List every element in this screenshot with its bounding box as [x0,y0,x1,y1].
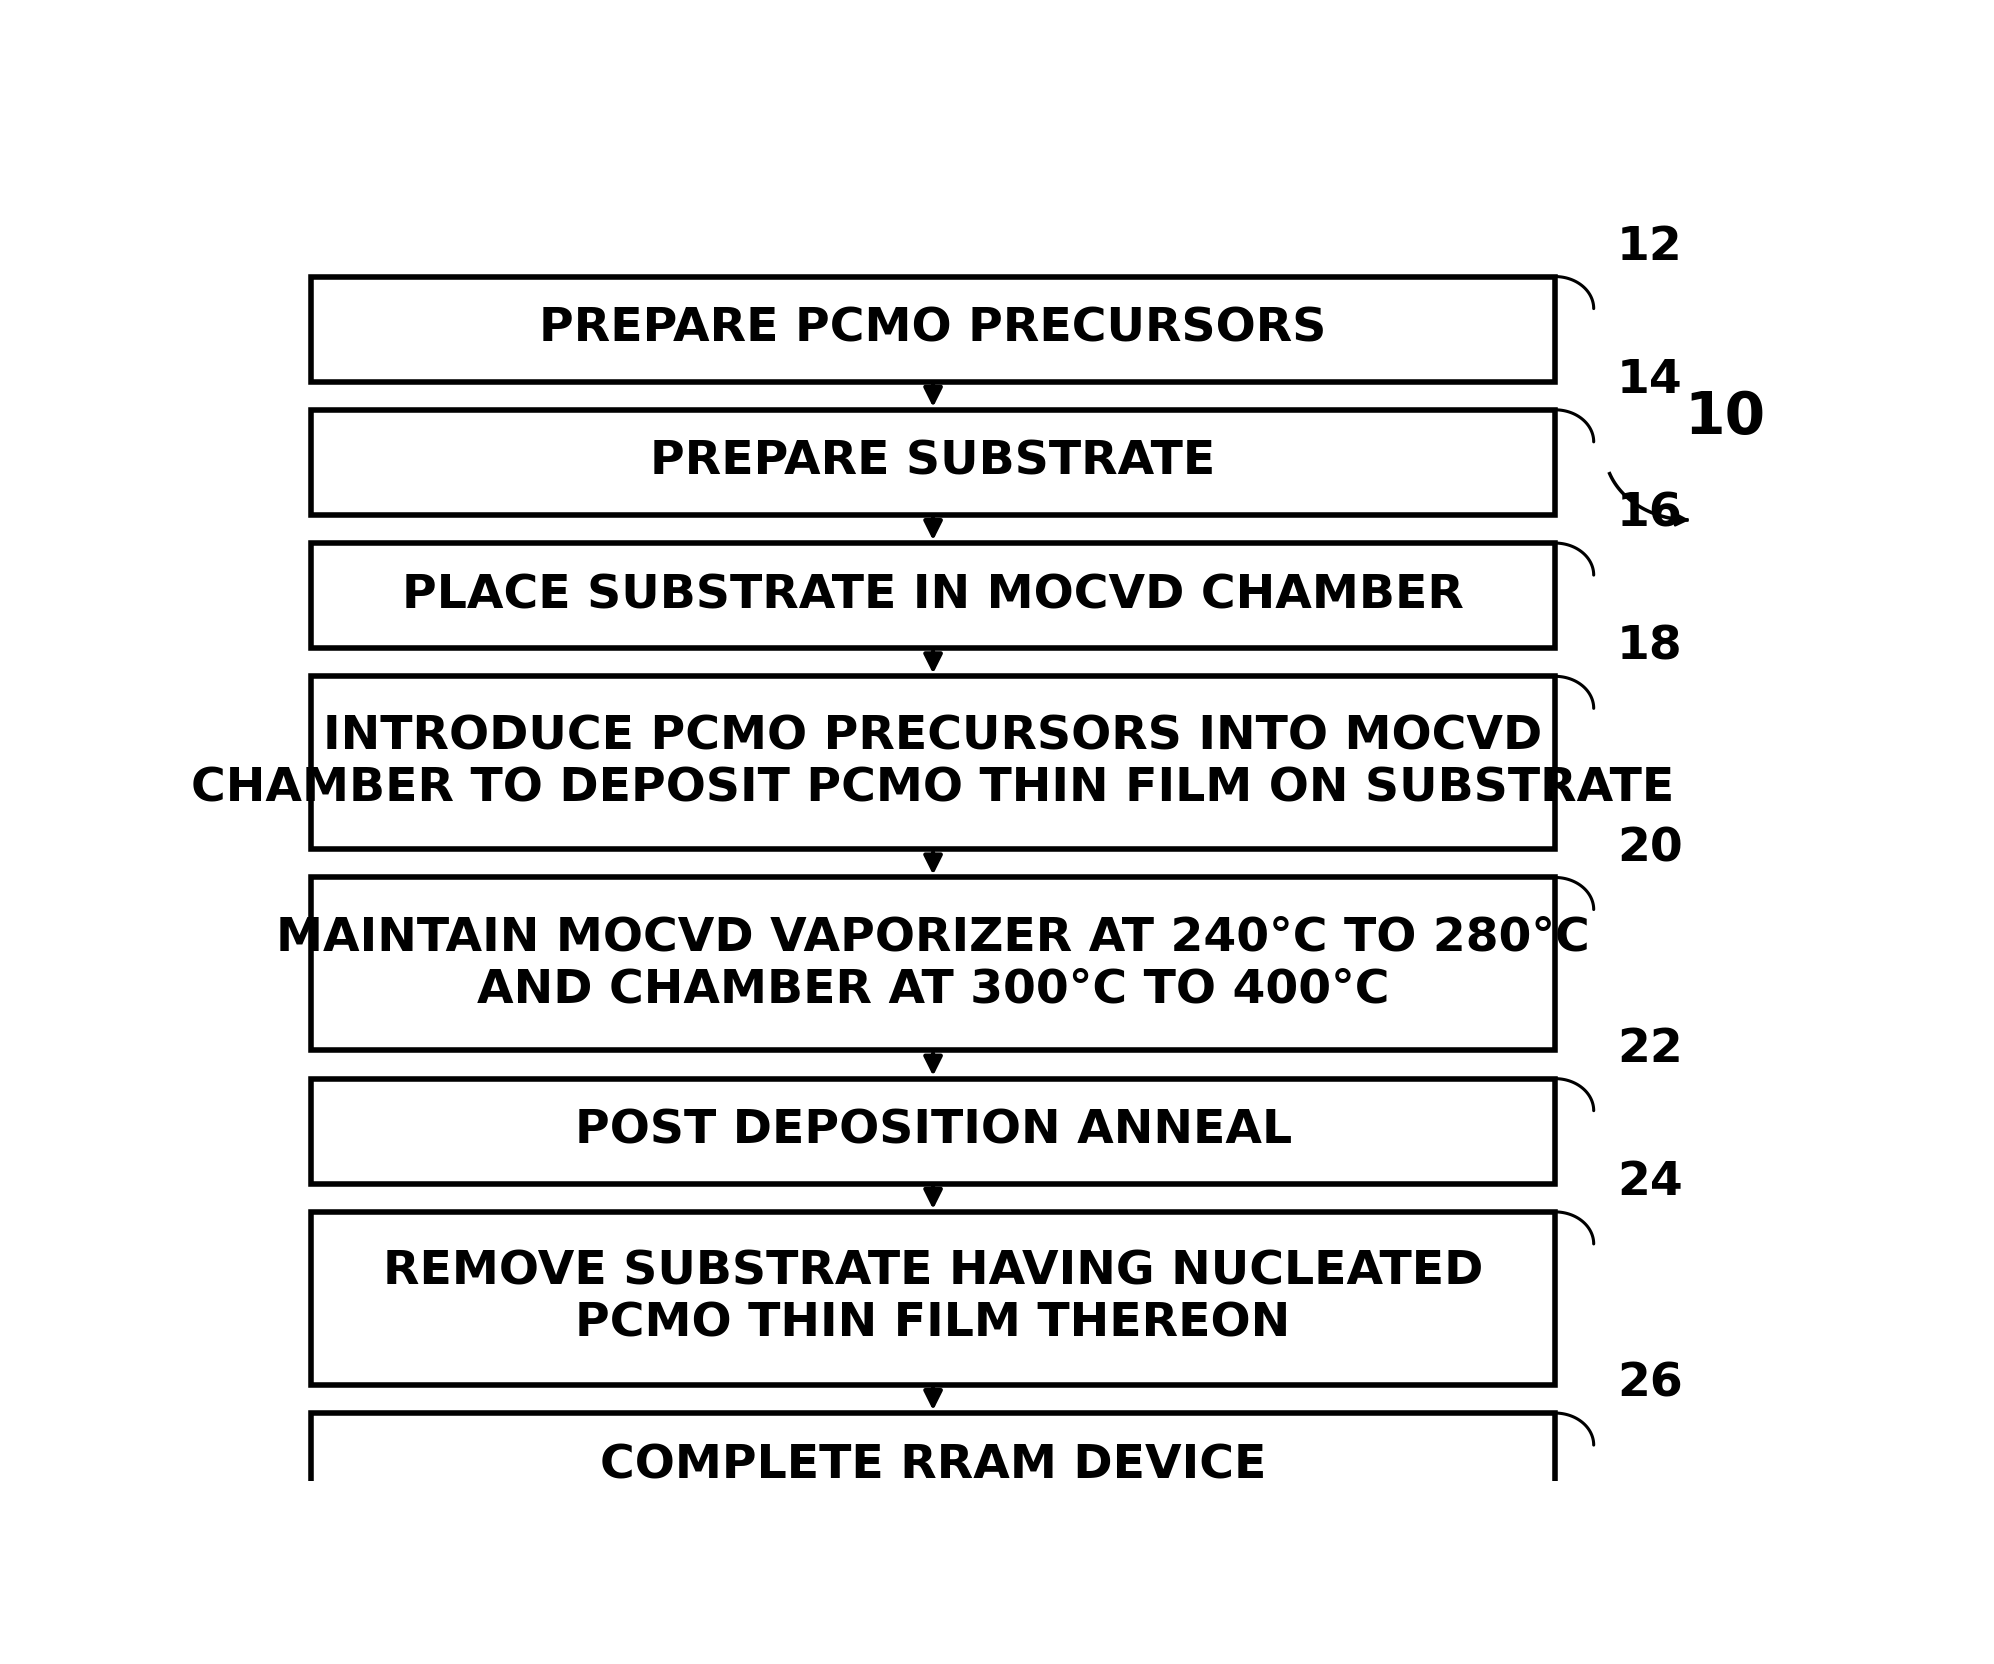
Text: POST DEPOSITION ANNEAL: POST DEPOSITION ANNEAL [574,1108,1292,1153]
Bar [311,1211,1555,1384]
Text: PCMO THIN FILM THEREON: PCMO THIN FILM THEREON [576,1301,1290,1346]
Text: 16: 16 [1617,491,1683,537]
Text: 26: 26 [1617,1361,1683,1406]
Text: PLACE SUBSTRATE IN MOCVD CHAMBER: PLACE SUBSTRATE IN MOCVD CHAMBER [403,572,1464,617]
Text: 24: 24 [1617,1160,1683,1205]
Bar [311,1078,1555,1183]
Text: CHAMBER TO DEPOSIT PCMO THIN FILM ON SUBSTRATE: CHAMBER TO DEPOSIT PCMO THIN FILM ON SUB… [191,765,1675,812]
Bar [311,409,1555,514]
Text: 10: 10 [1685,389,1765,446]
Bar [311,877,1555,1050]
Text: 18: 18 [1617,626,1683,671]
Text: INTRODUCE PCMO PRECURSORS INTO MOCVD: INTRODUCE PCMO PRECURSORS INTO MOCVD [323,714,1543,759]
Text: 14: 14 [1617,358,1683,403]
Text: PREPARE SUBSTRATE: PREPARE SUBSTRATE [650,439,1216,484]
Text: 12: 12 [1617,225,1683,270]
Bar [311,676,1555,849]
Bar [311,276,1555,381]
Text: PREPARE PCMO PRECURSORS: PREPARE PCMO PRECURSORS [540,306,1326,351]
Bar [311,542,1555,647]
Text: AND CHAMBER AT 300°C TO 400°C: AND CHAMBER AT 300°C TO 400°C [477,967,1390,1012]
Text: 20: 20 [1617,825,1683,870]
Text: REMOVE SUBSTRATE HAVING NUCLEATED: REMOVE SUBSTRATE HAVING NUCLEATED [383,1250,1484,1295]
Text: MAINTAIN MOCVD VAPORIZER AT 240°C TO 280°C: MAINTAIN MOCVD VAPORIZER AT 240°C TO 280… [277,915,1589,960]
Bar [311,1413,1555,1518]
Text: COMPLETE RRAM DEVICE: COMPLETE RRAM DEVICE [600,1443,1266,1488]
Text: 22: 22 [1617,1027,1683,1072]
